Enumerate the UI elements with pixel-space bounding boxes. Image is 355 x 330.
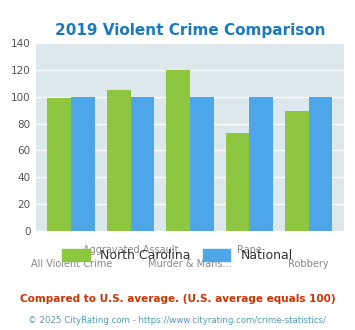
Bar [225,133,249,231]
Bar [190,97,214,231]
Bar [131,97,154,231]
Bar [107,90,131,231]
Text: © 2025 CityRating.com - https://www.cityrating.com/crime-statistics/: © 2025 CityRating.com - https://www.city… [28,315,327,325]
Bar [285,112,309,231]
Text: Aggravated Assault: Aggravated Assault [83,245,178,255]
Legend: North Carolina, National: North Carolina, National [59,245,296,266]
Bar [166,70,190,231]
Title: 2019 Violent Crime Comparison: 2019 Violent Crime Comparison [55,22,325,38]
Text: Robbery: Robbery [288,259,329,269]
Text: Rape: Rape [237,245,262,255]
Bar [47,98,71,231]
Bar [309,97,333,231]
Text: Compared to U.S. average. (U.S. average equals 100): Compared to U.S. average. (U.S. average … [20,294,335,304]
Bar [249,97,273,231]
Bar [71,97,95,231]
Text: All Violent Crime: All Violent Crime [31,259,112,269]
Text: Murder & Mans...: Murder & Mans... [148,259,232,269]
